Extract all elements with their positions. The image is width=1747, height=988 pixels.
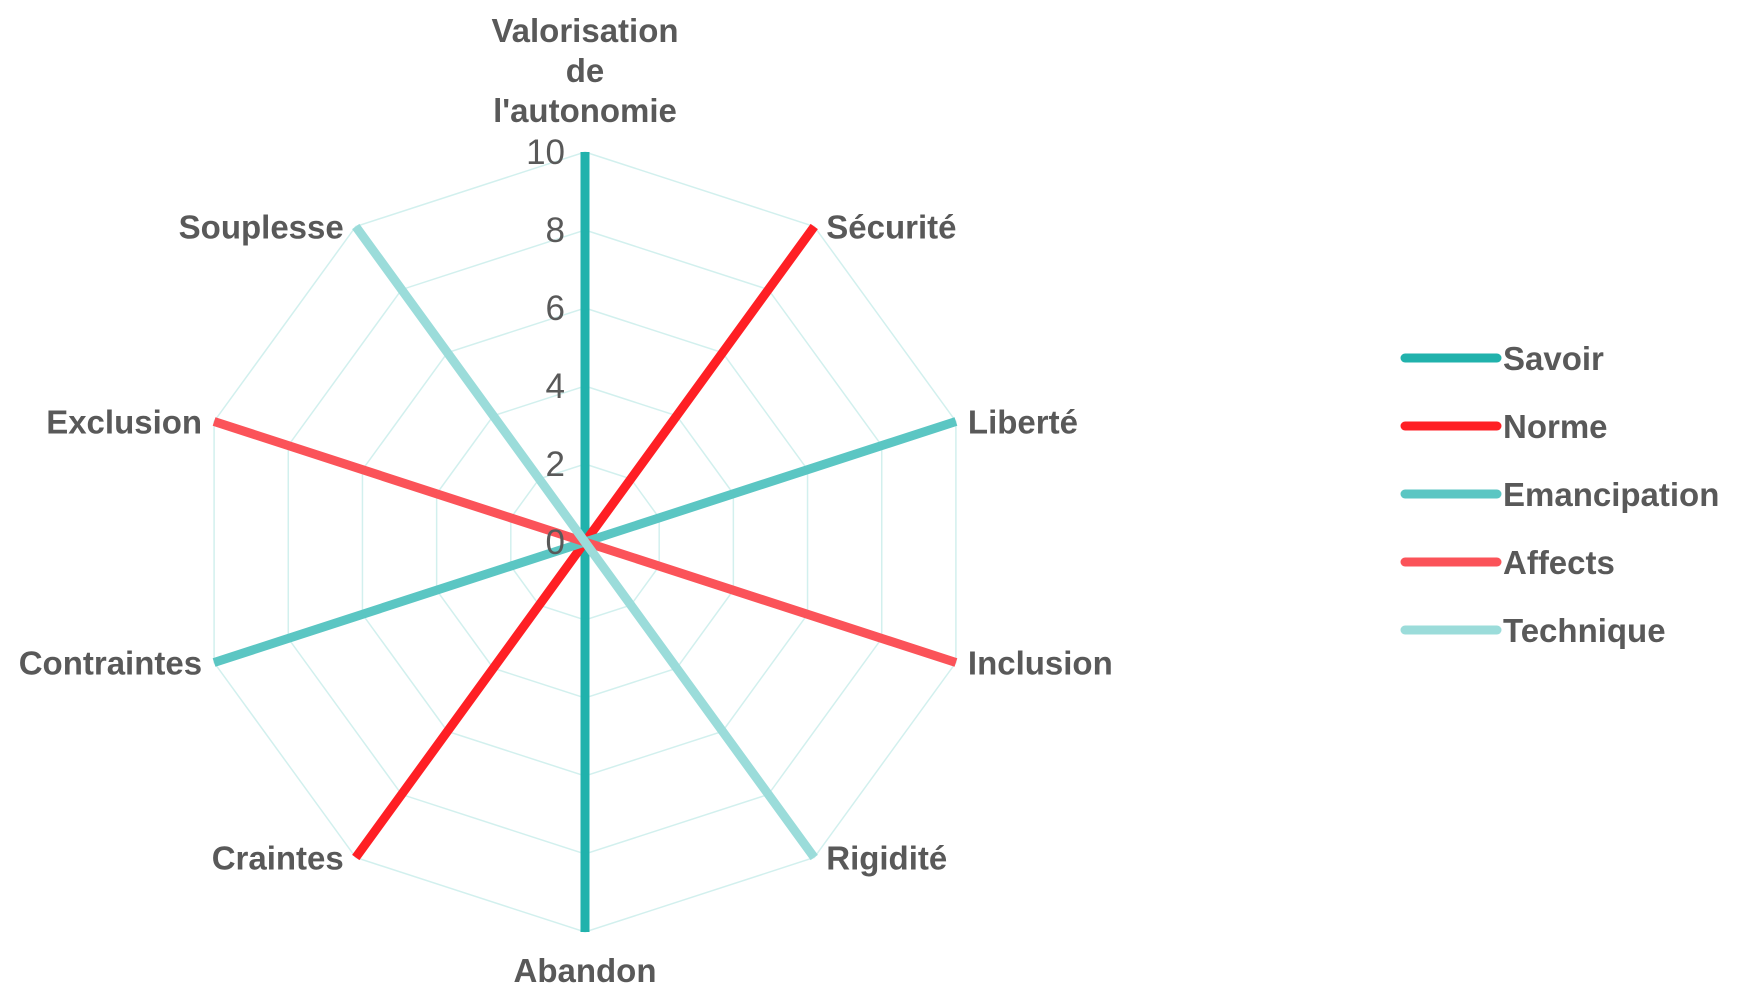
legend: Savoir Norme Emancipation Affects Technique [1400,340,1719,649]
axis-labels: Valorisation de l'autonomie Sécurité Liberté… [19,12,1113,988]
legend-item-savoir: Savoir [1400,340,1604,377]
legend-label: Norme [1503,408,1608,445]
tick-label: 10 [526,133,565,172]
legend-item-affects: Affects [1400,544,1615,581]
axis-label: Craintes [212,840,344,877]
axis-label: Sécurité [826,208,956,245]
axis-label: Inclusion [968,645,1113,682]
series-line-technique [352,223,818,861]
legend-label: Savoir [1503,340,1604,377]
tick-label: 8 [546,211,565,250]
legend-item-emancipation: Emancipation [1400,476,1719,513]
tick-label: 6 [546,289,565,328]
axis-label: Abandon [514,952,657,988]
axis-label: Liberté [968,403,1078,440]
axis-label: Rigidité [826,840,947,877]
legend-label: Emancipation [1503,476,1719,513]
axis-label: Exclusion [46,403,202,440]
legend-item-technique: Technique [1400,612,1666,649]
tick-label: 2 [546,445,565,484]
legend-label: Affects [1503,544,1615,581]
radar-series [212,152,958,932]
tick-label: 0 [546,523,565,562]
axis-label: Valorisation de l'autonomie [491,12,678,129]
legend-label: Technique [1503,612,1666,649]
axis-label: Contraintes [19,645,202,682]
tick-label: 4 [546,367,565,406]
radial-tick-labels: 0 2 4 6 8 10 [526,133,565,562]
legend-item-norme: Norme [1400,408,1608,445]
axis-label: Souplesse [179,208,344,245]
